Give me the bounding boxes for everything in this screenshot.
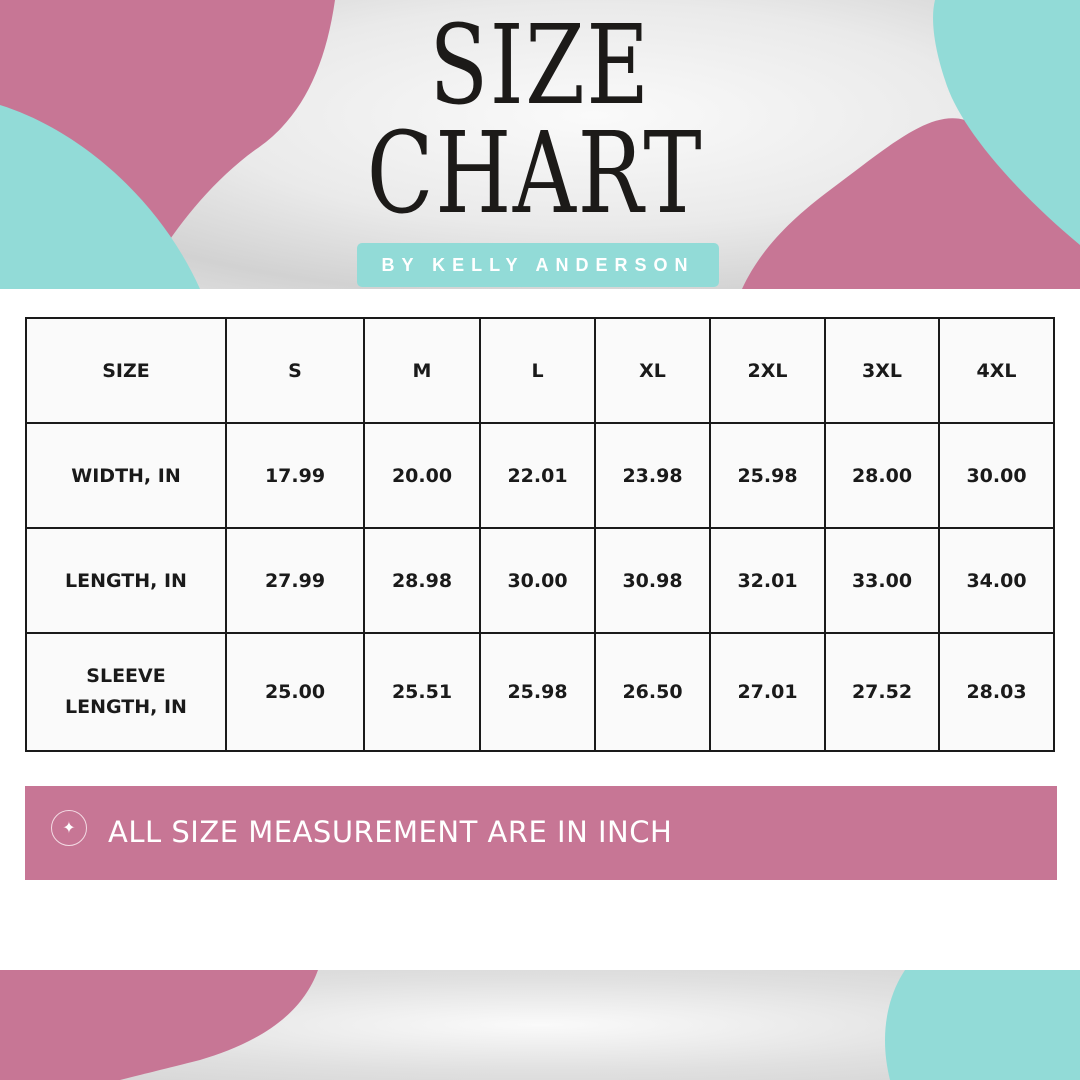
table-row: WIDTH, IN 17.99 20.00 22.01 23.98 25.98 … xyxy=(25,422,1055,529)
column-header: L xyxy=(479,317,596,424)
header-banner: SIZE CHART BY KELLY ANDERSON xyxy=(0,0,1080,289)
title-line-1: SIZE xyxy=(429,1,651,129)
cell: 25.51 xyxy=(363,632,481,752)
decorative-blobs xyxy=(0,0,1080,289)
measurement-note-banner: ✦ ALL SIZE MEASUREMENT ARE IN INCH xyxy=(25,786,1057,880)
table-header-row: SIZE S M L XL 2XL 3XL 4XL xyxy=(25,317,1055,424)
cell: 30.00 xyxy=(479,527,596,634)
cell: 32.01 xyxy=(709,527,826,634)
cell: 27.99 xyxy=(225,527,365,634)
cell: 30.98 xyxy=(594,527,711,634)
size-table: SIZE S M L XL 2XL 3XL 4XL WIDTH, IN 17.9… xyxy=(25,317,1055,752)
column-header: 2XL xyxy=(709,317,826,424)
row-label: SLEEVE LENGTH, IN xyxy=(25,632,227,752)
row-label: LENGTH, IN xyxy=(25,527,227,634)
cell: 28.98 xyxy=(363,527,481,634)
byline-badge: BY KELLY ANDERSON xyxy=(357,243,719,287)
column-header: 3XL xyxy=(824,317,940,424)
cell: 27.52 xyxy=(824,632,940,752)
cell: 25.98 xyxy=(479,632,596,752)
cell: 33.00 xyxy=(824,527,940,634)
row-label-text: SLEEVE LENGTH, IN xyxy=(65,665,187,718)
cell: 20.00 xyxy=(363,422,481,529)
footer-banner xyxy=(0,970,1080,1080)
note-text: ALL SIZE MEASUREMENT ARE IN INCH xyxy=(108,815,673,849)
row-label: WIDTH, IN xyxy=(25,422,227,529)
column-header: M xyxy=(363,317,481,424)
cell: 25.00 xyxy=(225,632,365,752)
column-header: 4XL xyxy=(938,317,1055,424)
sparkle-icon: ✦ xyxy=(51,810,87,846)
cell: 25.98 xyxy=(709,422,826,529)
cell: 34.00 xyxy=(938,527,1055,634)
table-row: SLEEVE LENGTH, IN 25.00 25.51 25.98 26.5… xyxy=(25,632,1055,752)
cell: 22.01 xyxy=(479,422,596,529)
cell: 17.99 xyxy=(225,422,365,529)
column-header: XL xyxy=(594,317,711,424)
column-header: S xyxy=(225,317,365,424)
cell: 28.03 xyxy=(938,632,1055,752)
cell: 30.00 xyxy=(938,422,1055,529)
cell: 26.50 xyxy=(594,632,711,752)
cell: 27.01 xyxy=(709,632,826,752)
decorative-blobs xyxy=(0,970,1080,1080)
column-header: SIZE xyxy=(25,317,227,424)
title-line-2: CHART xyxy=(366,109,704,239)
cell: 23.98 xyxy=(594,422,711,529)
table-row: LENGTH, IN 27.99 28.98 30.00 30.98 32.01… xyxy=(25,527,1055,634)
cell: 28.00 xyxy=(824,422,940,529)
